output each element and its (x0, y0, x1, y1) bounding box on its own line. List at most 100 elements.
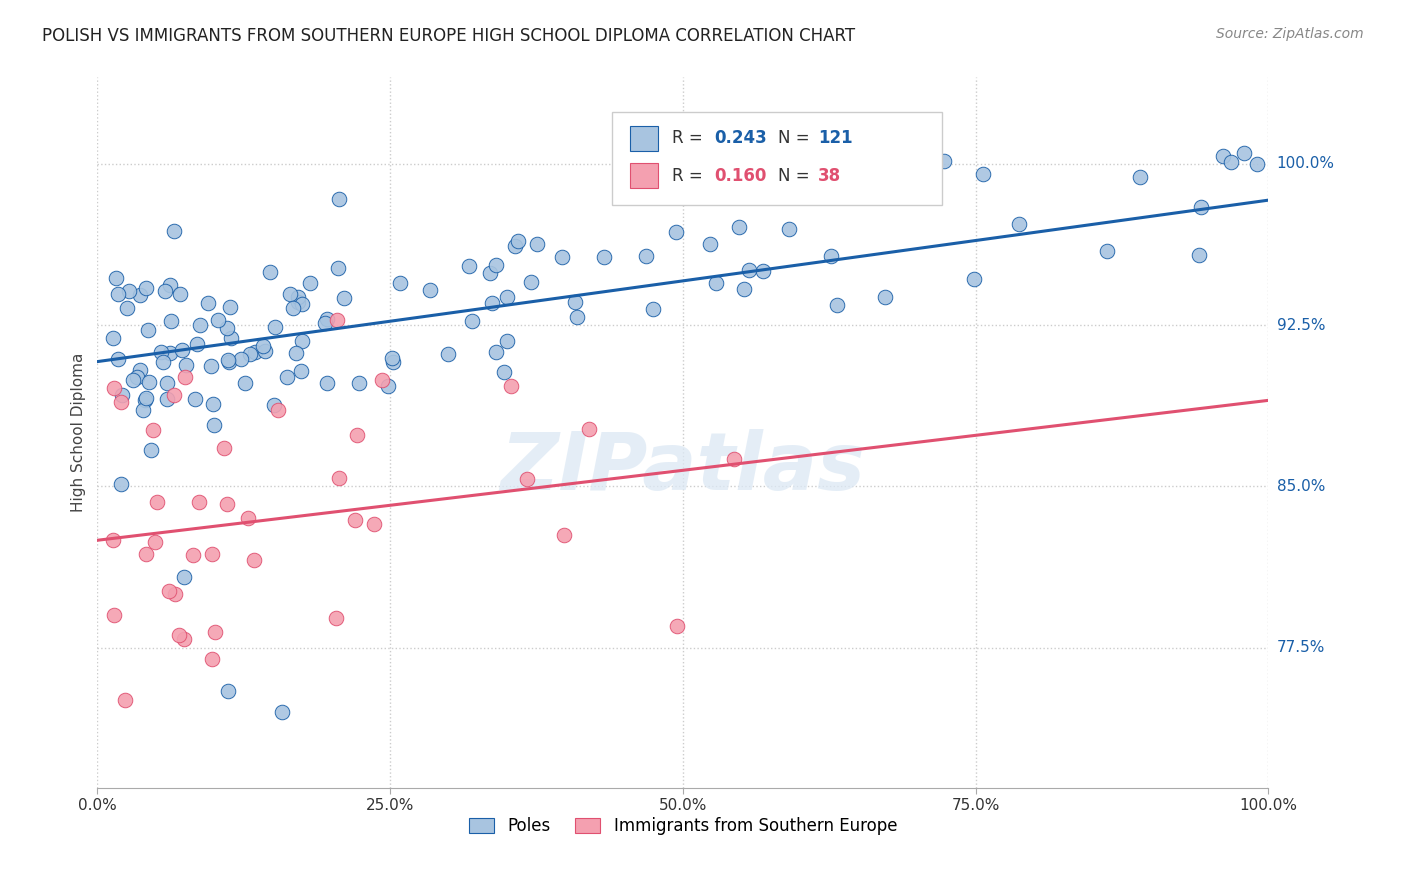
Point (1212, 149, 1234, 163)
Point (163, 388, 186, 402)
Point (146, 495, 169, 509)
Point (328, 471, 350, 485)
Point (114, 693, 136, 707)
Point (136, 323, 159, 337)
Point (382, 355, 405, 369)
Point (103, 380, 125, 394)
Point (290, 364, 312, 378)
Point (215, 497, 238, 511)
Legend: Poles, Immigrants from Southern Europe: Poles, Immigrants from Southern Europe (460, 809, 905, 844)
Point (200, 359, 222, 373)
Point (188, 495, 211, 509)
Point (665, 619, 688, 633)
Point (704, 276, 727, 290)
Point (207, 312, 229, 326)
Point (381, 351, 404, 365)
Point (325, 611, 347, 625)
Point (285, 345, 308, 359)
Point (163, 224, 186, 238)
Point (156, 392, 179, 406)
Point (201, 547, 224, 561)
Point (485, 258, 508, 272)
Point (281, 301, 304, 316)
Point (526, 236, 548, 251)
Point (204, 625, 226, 640)
Point (267, 403, 290, 417)
Point (346, 427, 368, 442)
Point (233, 376, 256, 390)
Point (159, 278, 181, 293)
Point (217, 684, 239, 698)
Point (160, 314, 183, 328)
Point (215, 320, 238, 334)
Text: 77.5%: 77.5% (1277, 640, 1324, 656)
Point (1008, 217, 1031, 231)
Point (243, 345, 266, 359)
Point (820, 249, 842, 263)
Point (578, 422, 600, 436)
Point (972, 167, 994, 181)
Point (496, 290, 519, 304)
Point (176, 358, 198, 372)
Point (333, 291, 356, 305)
Point (699, 236, 721, 251)
Point (188, 318, 211, 332)
Point (252, 339, 274, 353)
Point (142, 423, 165, 437)
Point (665, 225, 688, 239)
Text: ZIPatlas: ZIPatlas (501, 429, 865, 508)
Point (219, 300, 242, 314)
Point (201, 396, 224, 410)
Point (437, 347, 460, 361)
Point (316, 312, 339, 326)
Text: 121: 121 (818, 129, 853, 147)
Point (111, 388, 134, 402)
Point (219, 331, 242, 345)
Point (167, 628, 190, 642)
Point (291, 334, 314, 349)
Point (138, 375, 160, 389)
Point (132, 402, 155, 417)
Point (129, 362, 152, 376)
Point (564, 294, 586, 309)
Point (186, 337, 208, 351)
Point (733, 282, 755, 296)
Point (1189, 200, 1212, 214)
Point (270, 706, 292, 720)
Point (141, 442, 163, 457)
Point (104, 271, 127, 285)
Text: 0.243: 0.243 (714, 129, 768, 147)
Point (107, 352, 129, 367)
Point (217, 353, 239, 368)
Point (159, 345, 181, 359)
Point (153, 284, 176, 298)
Point (298, 276, 321, 290)
Point (1246, 156, 1268, 170)
Point (778, 222, 800, 236)
Y-axis label: High School Diploma: High School Diploma (72, 353, 86, 512)
Point (170, 343, 193, 357)
Point (243, 552, 266, 566)
Point (173, 570, 195, 584)
Point (316, 376, 339, 391)
Text: 92.5%: 92.5% (1277, 318, 1326, 333)
Point (343, 513, 366, 527)
Point (157, 584, 180, 599)
Point (519, 275, 541, 289)
Point (135, 547, 157, 561)
Point (503, 239, 526, 253)
Point (125, 369, 148, 384)
Point (565, 310, 588, 324)
Point (110, 395, 132, 409)
Point (169, 286, 191, 301)
Point (499, 379, 522, 393)
Point (173, 632, 195, 646)
Point (461, 314, 484, 328)
Point (363, 516, 385, 531)
Point (134, 392, 156, 407)
Text: R =: R = (672, 167, 709, 185)
Point (156, 376, 179, 391)
Text: Source: ZipAtlas.com: Source: ZipAtlas.com (1216, 27, 1364, 41)
Point (934, 154, 956, 169)
Point (495, 334, 517, 348)
